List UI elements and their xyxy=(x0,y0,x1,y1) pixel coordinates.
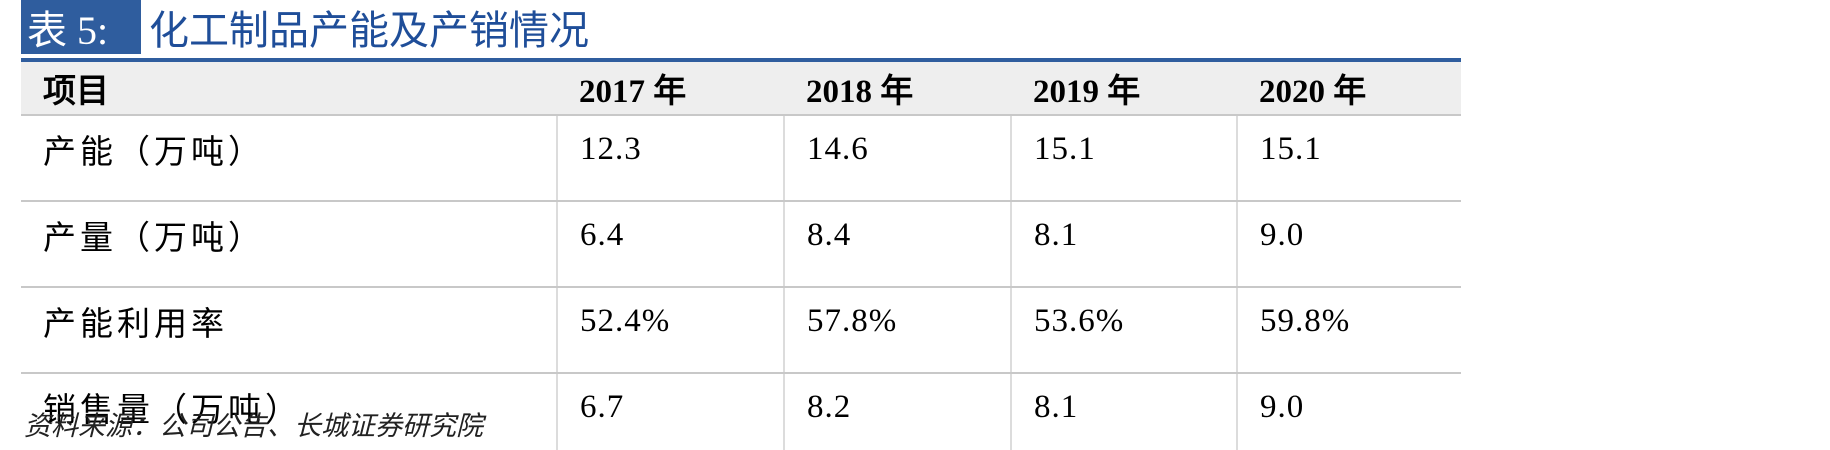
row-label: 产能（万吨） xyxy=(21,115,557,202)
table-cell: 14.6 xyxy=(783,115,1011,202)
header-cell: 2019 年 xyxy=(1011,60,1237,116)
table-cell: 52.4% xyxy=(556,287,784,374)
title-bar: 表 5: 化工制品产能及产销情况 xyxy=(21,0,589,54)
header-row: 项目 2017 年 2018 年 2019 年 2020 年 xyxy=(21,60,1461,116)
table-row: 销售量（万吨） 6.7 8.2 8.1 9.0 xyxy=(21,373,1461,450)
header-cell: 项目 xyxy=(21,60,557,116)
row-label: 销售量（万吨） xyxy=(43,393,302,429)
header-cell: 2018 年 xyxy=(784,60,1011,116)
header-cell: 2017 年 xyxy=(557,60,784,116)
source-note: 资料来源：公司公告、长城证券研究院 xyxy=(24,411,483,441)
table: 项目 2017 年 2018 年 2019 年 2020 年 产能（万吨） 12.3 14.… xyxy=(21,58,1461,450)
row-label: 产量（万吨） xyxy=(21,201,557,288)
header-cell: 2020 年 xyxy=(1237,60,1461,116)
table-cell: 57.8% xyxy=(783,287,1011,374)
table-cell: 6.7 xyxy=(556,373,784,450)
table-cell: 8.2 xyxy=(783,373,1011,450)
table-cell: 53.6% xyxy=(1010,287,1237,374)
table-cell: 9.0 xyxy=(1236,201,1461,288)
table-row: 产量（万吨） 6.4 8.4 8.1 9.0 xyxy=(21,201,1461,288)
table-cell: 6.4 xyxy=(556,201,784,288)
table-cell: 8.4 xyxy=(783,201,1011,288)
table-row: 产能利用率 52.4% 57.8% 53.6% 59.8% xyxy=(21,287,1461,374)
table-body: 产能（万吨） 12.3 14.6 15.1 15.1 产量（万吨） 6.4 8.4 8.1 9.0… xyxy=(21,115,1461,450)
table-cell: 15.1 xyxy=(1010,115,1237,202)
table-cell: 15.1 xyxy=(1236,115,1461,202)
table-row: 产能（万吨） 12.3 14.6 15.1 15.1 xyxy=(21,115,1461,202)
table-cell: 59.8% xyxy=(1236,287,1461,374)
title-label: 表 5: xyxy=(21,0,141,54)
table-cell: 9.0 xyxy=(1236,373,1461,450)
row-label: 产能利用率 xyxy=(21,287,557,374)
table-cell: 8.1 xyxy=(1010,373,1237,450)
table-cell: 8.1 xyxy=(1010,201,1237,288)
title-text: 化工制品产能及产销情况 xyxy=(149,8,589,53)
table-cell: 12.3 xyxy=(556,115,784,202)
